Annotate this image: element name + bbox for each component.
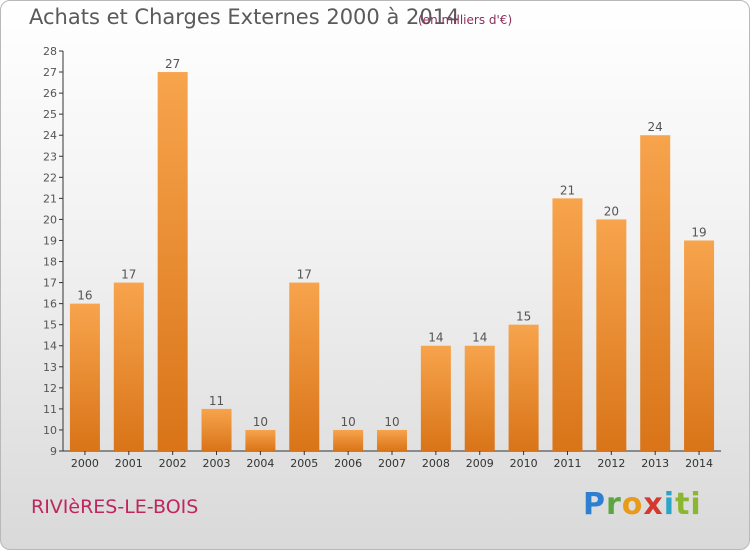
value-label-2014: 19 (691, 225, 706, 239)
bar-2012 (596, 219, 627, 451)
y-tick-label-15: 15 (43, 319, 57, 332)
y-tick-label-24: 24 (43, 129, 57, 142)
y-tick-label-9: 9 (50, 445, 57, 458)
y-tick-label-23: 23 (43, 150, 57, 163)
value-label-2009: 14 (472, 331, 487, 345)
value-label-2012: 20 (604, 204, 619, 218)
y-tick-label-13: 13 (43, 361, 57, 374)
bar-2013 (640, 135, 671, 452)
chart-title: Achats et Charges Externes 2000 à 2014 (29, 5, 460, 29)
y-tick-label-18: 18 (43, 256, 57, 269)
y-tick-label-14: 14 (43, 340, 57, 353)
y-tick-label-19: 19 (43, 234, 57, 247)
x-tick-label-2000: 2000 (71, 457, 99, 470)
bar-2007 (377, 429, 407, 451)
bar-2010 (508, 324, 539, 451)
value-label-2008: 14 (428, 331, 443, 345)
y-tick-label-20: 20 (43, 213, 57, 226)
value-label-2011: 21 (560, 183, 575, 197)
x-tick-label-2013: 2013 (641, 457, 669, 470)
x-tick-label-2004: 2004 (246, 457, 274, 470)
bar-2002 (157, 72, 188, 451)
y-tick-label-11: 11 (43, 403, 57, 416)
x-tick-label-2010: 2010 (510, 457, 538, 470)
x-tick-label-2009: 2009 (466, 457, 494, 470)
bar-2011 (552, 198, 583, 451)
y-tick-label-27: 27 (43, 66, 57, 79)
value-label-2006: 10 (340, 415, 355, 429)
x-tick-label-2012: 2012 (597, 457, 625, 470)
chart-subtitle: (en milliers d'€) (418, 13, 513, 27)
y-tick-label-12: 12 (43, 382, 57, 395)
y-tick-label-10: 10 (43, 424, 57, 437)
city-name: RIVIèRES-LE-BOIS (31, 496, 199, 518)
x-tick-label-2006: 2006 (334, 457, 362, 470)
value-label-2013: 24 (648, 120, 663, 134)
x-tick-label-2014: 2014 (685, 457, 713, 470)
y-tick-label-26: 26 (43, 87, 57, 100)
x-tick-label-2003: 2003 (203, 457, 231, 470)
value-label-2010: 15 (516, 310, 531, 324)
bar-2000 (69, 303, 100, 451)
y-tick-label-17: 17 (43, 277, 57, 290)
x-tick-label-2005: 2005 (290, 457, 318, 470)
y-tick-label-16: 16 (43, 298, 57, 311)
bar-2006 (333, 429, 364, 451)
bar-2014 (684, 240, 715, 451)
y-tick-label-25: 25 (43, 108, 57, 121)
bar-2004 (245, 429, 276, 451)
value-label-2007: 10 (384, 415, 399, 429)
value-label-2005: 17 (297, 268, 312, 282)
bar-2009 (464, 345, 495, 451)
value-label-2000: 16 (77, 289, 92, 303)
proxiti-logo: Proxiti (583, 487, 702, 522)
value-label-2002: 27 (165, 57, 180, 71)
y-tick-label-22: 22 (43, 171, 57, 184)
value-label-2001: 17 (121, 268, 136, 282)
x-tick-label-2011: 2011 (553, 457, 581, 470)
y-tick-label-21: 21 (43, 192, 57, 205)
x-tick-label-2001: 2001 (115, 457, 143, 470)
x-tick-label-2002: 2002 (159, 457, 187, 470)
x-tick-label-2008: 2008 (422, 457, 450, 470)
value-label-2003: 11 (209, 394, 224, 408)
x-tick-label-2007: 2007 (378, 457, 406, 470)
bar-2005 (289, 282, 320, 451)
value-label-2004: 10 (253, 415, 268, 429)
bar-2008 (420, 345, 451, 451)
bar-2001 (113, 282, 144, 451)
bar-2003 (201, 408, 232, 451)
y-tick-label-28: 28 (43, 45, 57, 58)
